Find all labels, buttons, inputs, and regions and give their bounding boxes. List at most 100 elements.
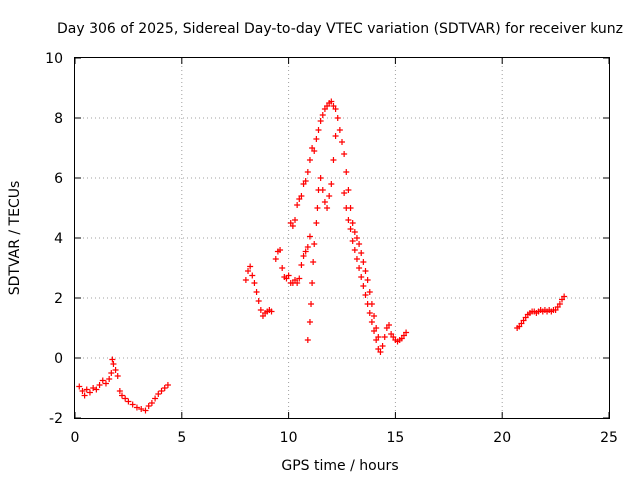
x-tick-label: 20 xyxy=(493,430,511,446)
data-point xyxy=(324,205,331,211)
data-point xyxy=(356,241,363,247)
data-point xyxy=(116,388,123,394)
data-point xyxy=(328,181,335,187)
data-point xyxy=(255,298,262,304)
data-point xyxy=(332,106,339,112)
data-point xyxy=(133,404,140,411)
data-point xyxy=(304,244,311,250)
data-point xyxy=(90,385,97,391)
data-point xyxy=(302,248,309,255)
data-point xyxy=(242,277,249,283)
data-point xyxy=(381,334,388,340)
y-tick-label: 6 xyxy=(54,171,63,187)
x-tick-label: 25 xyxy=(600,430,618,446)
data-point xyxy=(93,386,100,393)
data-point xyxy=(353,235,360,241)
data-point xyxy=(351,247,358,253)
plot-frame xyxy=(74,57,610,419)
x-tick-label: 10 xyxy=(280,430,298,446)
data-point xyxy=(351,229,358,235)
tick-marks xyxy=(74,57,610,419)
data-point xyxy=(249,272,256,279)
data-point xyxy=(161,385,168,391)
x-tick-label: 0 xyxy=(71,430,80,446)
data-point xyxy=(556,301,563,307)
data-point xyxy=(347,226,354,232)
data-point xyxy=(306,157,313,163)
data-point xyxy=(315,127,322,133)
y-axis-label: SDTVAR / TECUs xyxy=(7,181,23,296)
data-point xyxy=(358,250,365,256)
data-point xyxy=(81,392,88,399)
data-point xyxy=(122,395,129,402)
chart-title: Day 306 of 2025, Sidereal Day-to-day VTE… xyxy=(57,21,623,37)
data-point xyxy=(345,187,352,193)
data-point xyxy=(336,127,343,133)
data-point xyxy=(277,247,284,253)
data-point xyxy=(561,293,568,300)
data-point xyxy=(311,241,318,247)
data-point xyxy=(319,187,326,193)
data-point xyxy=(247,263,254,270)
grid-layer xyxy=(75,58,609,418)
data-point xyxy=(364,301,371,307)
data-point xyxy=(129,401,136,408)
data-point xyxy=(366,289,373,295)
data-point xyxy=(268,308,275,315)
data-point xyxy=(306,319,313,325)
data-point xyxy=(345,217,352,223)
y-tick-labels: -2 0 2 4 6 8 10 xyxy=(45,51,63,427)
data-point xyxy=(330,157,337,163)
data-point xyxy=(296,275,303,282)
data-point xyxy=(356,265,363,271)
data-point xyxy=(108,370,115,376)
data-point xyxy=(257,307,264,313)
data-point xyxy=(294,280,301,286)
data-point xyxy=(110,361,117,367)
x-tick-labels: 0 5 10 15 20 25 xyxy=(71,430,618,446)
data-point xyxy=(343,205,350,211)
y-tick-label: 10 xyxy=(45,51,63,67)
data-points xyxy=(76,98,568,414)
data-point xyxy=(319,112,326,118)
data-point xyxy=(251,280,258,286)
y-tick-label: 0 xyxy=(54,351,63,367)
data-point xyxy=(326,193,333,199)
data-point xyxy=(292,217,299,223)
x-tick-label: 5 xyxy=(177,430,186,446)
x-tick-label: 15 xyxy=(386,430,404,446)
data-point xyxy=(102,380,109,387)
data-point xyxy=(360,283,367,289)
data-point xyxy=(311,148,318,154)
data-point xyxy=(306,233,313,240)
data-point xyxy=(328,98,335,105)
data-point xyxy=(341,190,348,196)
data-point xyxy=(96,382,103,388)
data-point xyxy=(86,389,93,396)
data-point xyxy=(164,382,171,388)
data-point xyxy=(308,301,315,307)
data-point xyxy=(145,403,152,409)
data-point xyxy=(253,289,260,295)
data-point xyxy=(118,392,125,399)
data-point xyxy=(148,400,155,406)
data-point xyxy=(368,319,375,325)
data-point xyxy=(341,151,348,157)
data-point xyxy=(302,178,309,184)
data-point xyxy=(373,337,380,343)
data-point xyxy=(313,136,320,142)
data-point xyxy=(343,169,350,175)
data-point xyxy=(285,272,292,279)
data-point xyxy=(158,388,165,394)
data-point xyxy=(272,256,279,262)
data-point xyxy=(349,238,356,244)
data-point xyxy=(289,223,296,229)
data-point xyxy=(304,169,311,175)
data-point xyxy=(366,310,373,316)
data-point xyxy=(109,356,116,363)
data-point xyxy=(300,253,307,259)
data-point xyxy=(152,395,159,402)
data-point xyxy=(138,406,145,412)
data-point xyxy=(112,367,119,373)
data-point xyxy=(279,265,286,271)
